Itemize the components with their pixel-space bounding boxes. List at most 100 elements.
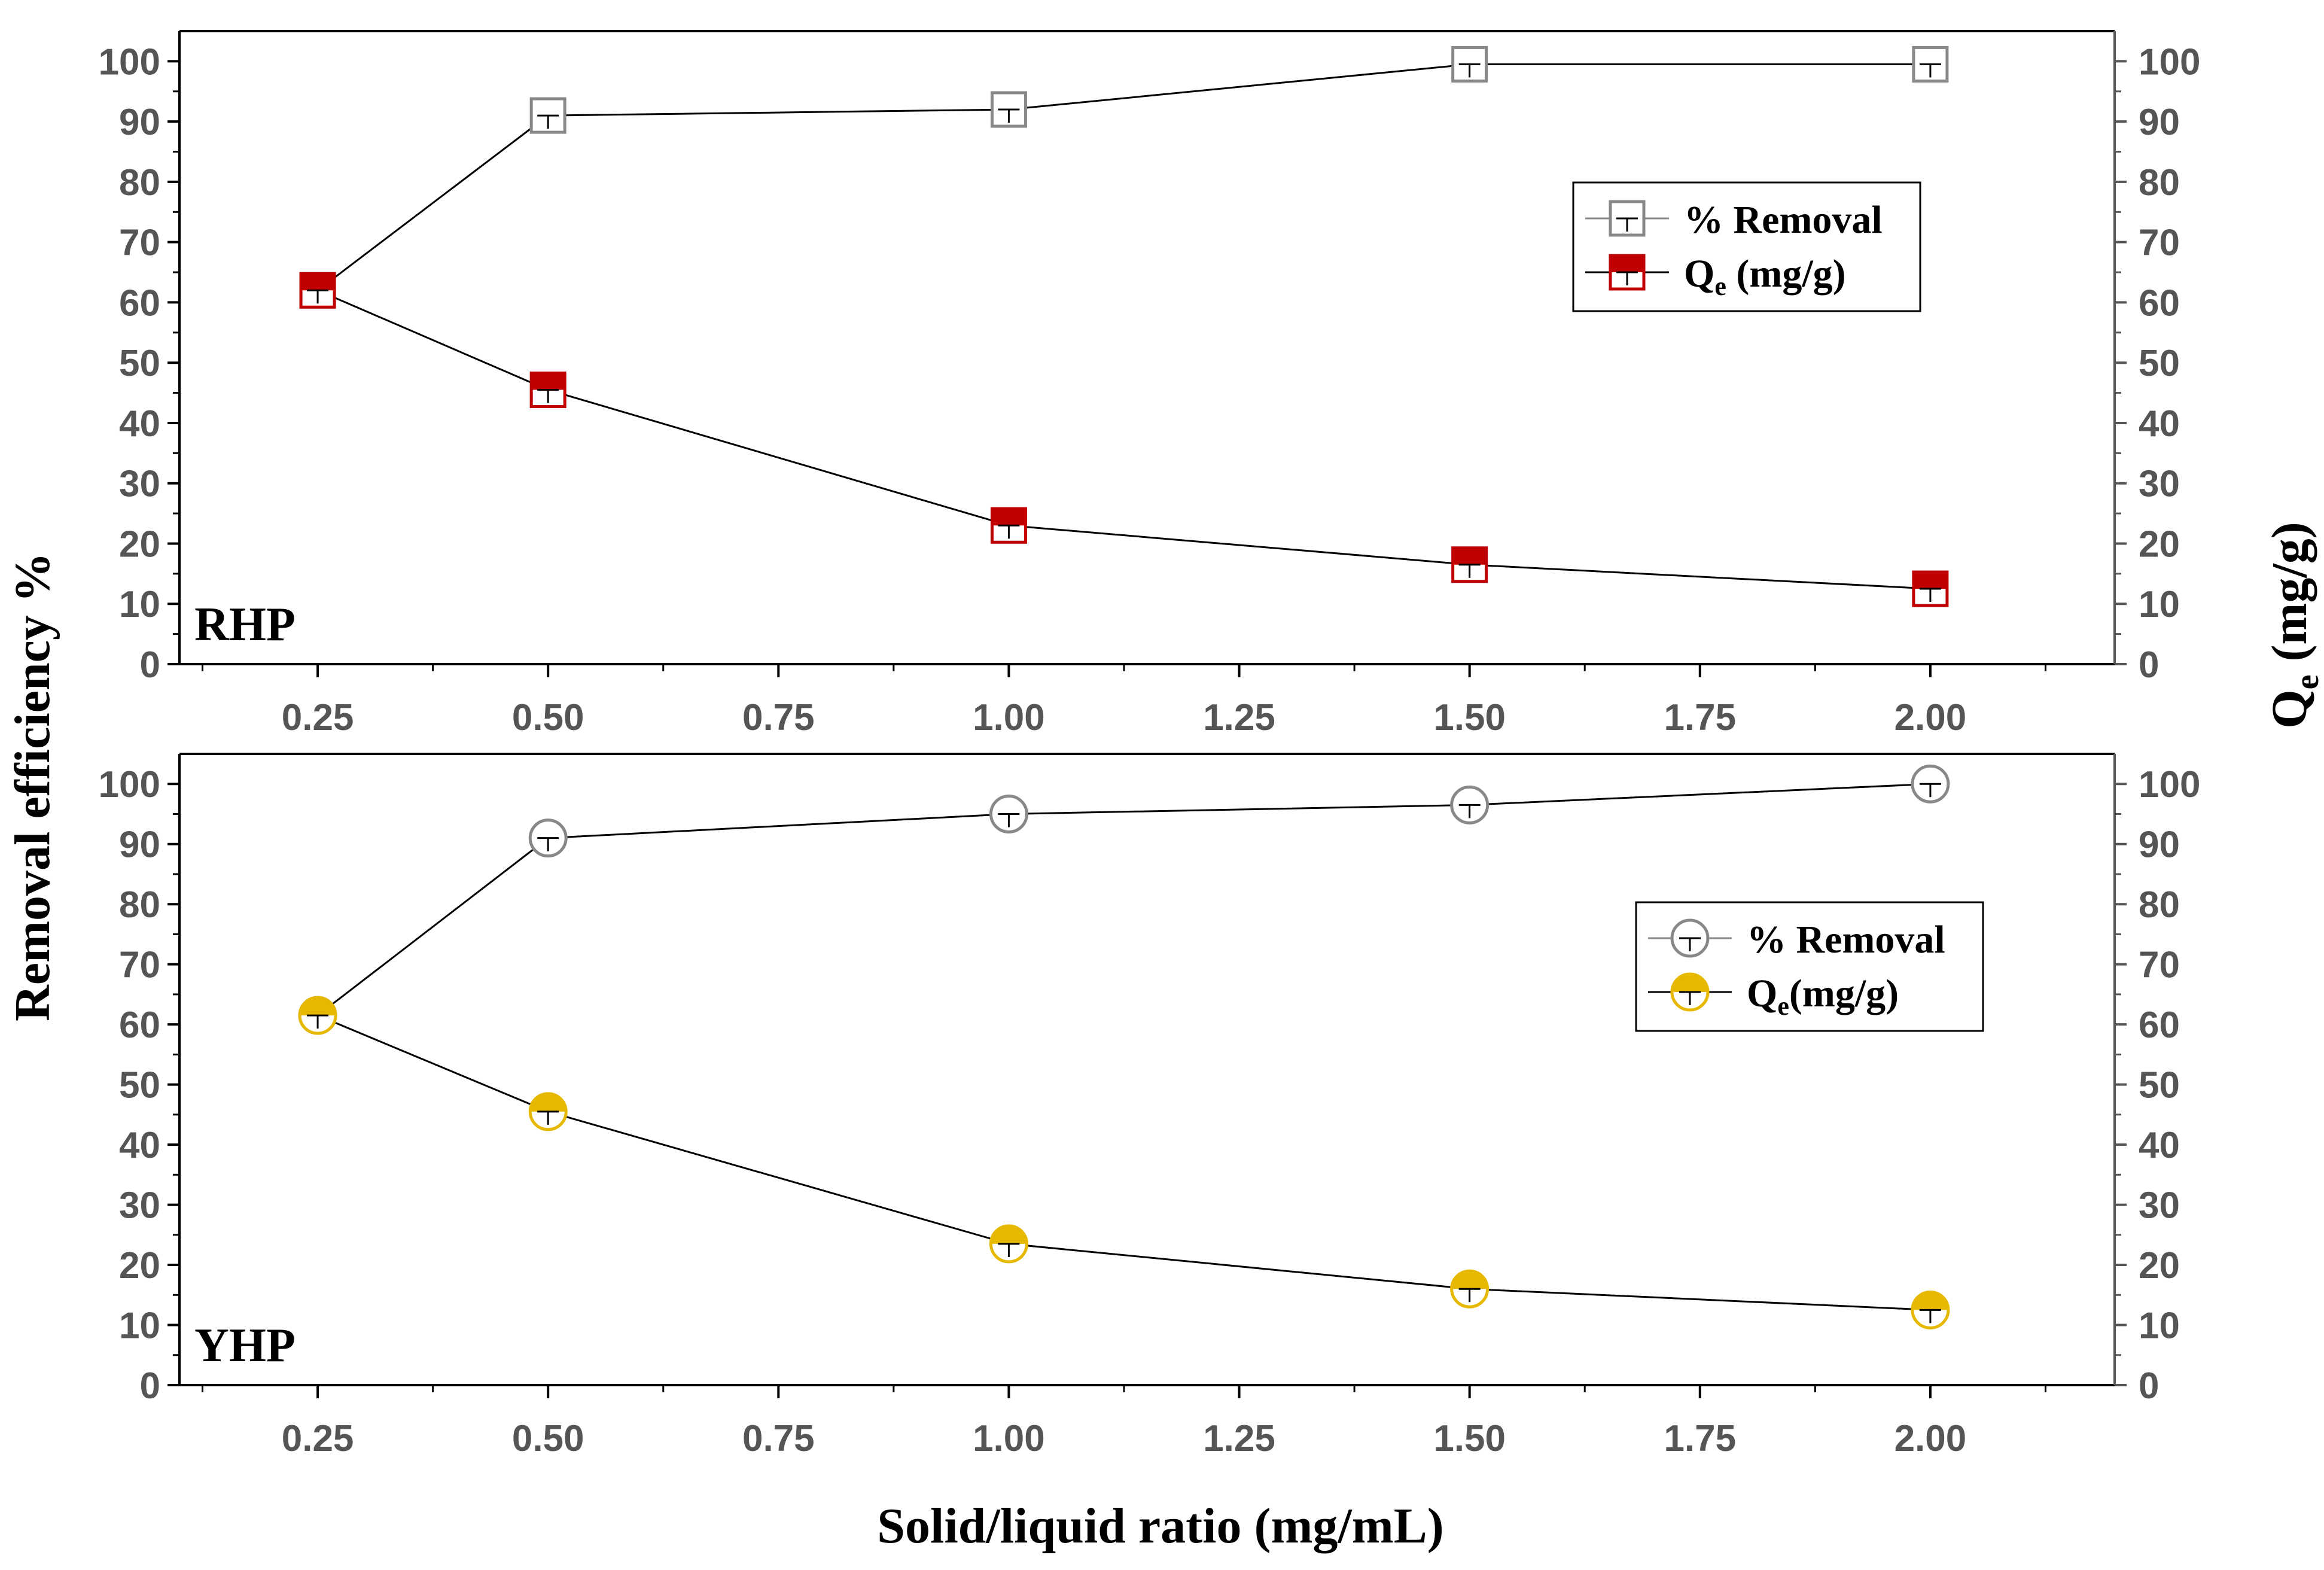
y-tick-label-right: 10 xyxy=(2139,1306,2180,1347)
legend-qe-main: Q xyxy=(1747,972,1777,1015)
removal-data-point xyxy=(529,97,566,134)
x-tick-label: 1.00 xyxy=(973,1418,1045,1459)
y-tick-label-right: 40 xyxy=(2139,1125,2180,1166)
legend-removal-marker xyxy=(1670,918,1710,958)
x-tick-label: 1.75 xyxy=(1664,1418,1736,1459)
legend-removal-label: % Removal xyxy=(1747,918,1945,962)
legend-qe-marker xyxy=(1670,972,1710,1012)
legend-qe-label: Qe (mg/g) xyxy=(1684,252,1846,301)
y-tick-label-left: 60 xyxy=(119,1005,160,1046)
y-axis-label-left: Removal efficiency % xyxy=(5,552,60,1021)
x-tick-label: 1.00 xyxy=(973,697,1045,738)
qe-data-point xyxy=(529,372,566,409)
removal-data-point xyxy=(528,819,568,858)
x-tick-label: 0.50 xyxy=(512,1418,584,1459)
y-tick-label-right: 60 xyxy=(2139,282,2180,324)
removal-data-point xyxy=(1450,785,1490,824)
y-tick-label-left: 80 xyxy=(119,162,160,203)
y-tick-label-left: 0 xyxy=(140,1365,160,1407)
svg-text:Qe(mg/g): Qe (mg/g) xyxy=(2262,522,2324,728)
legend-removal-label: % Removal xyxy=(1684,198,1883,242)
y-axis-label-right-sub: e xyxy=(2289,675,2324,690)
x-tick-label: 2.00 xyxy=(1894,697,1967,738)
panel-label: RHP xyxy=(194,598,296,651)
qe-data-point xyxy=(1912,570,1949,607)
x-tick-label: 0.75 xyxy=(742,697,815,738)
y-tick-label-right: 20 xyxy=(2139,524,2180,565)
x-tick-label: 0.50 xyxy=(512,697,584,738)
y-tick-label-left: 0 xyxy=(140,644,160,686)
legend-qe-marker-fill xyxy=(1672,974,1708,992)
y-axis-label-right-main: Q xyxy=(2262,689,2317,728)
y-tick-label-left: 70 xyxy=(119,223,160,264)
y-tick-label-right: 50 xyxy=(2139,1065,2180,1106)
y-axis-label-right: Qe (mg/g) xyxy=(2262,522,2324,728)
qe-data-point-fill xyxy=(1452,547,1487,565)
x-tick-label: 2.00 xyxy=(1894,1418,1967,1459)
x-tick-label: 0.25 xyxy=(282,1418,354,1459)
legend-removal-marker xyxy=(1609,200,1646,237)
y-tick-label-right: 80 xyxy=(2139,884,2180,926)
y-tick-label-right: 20 xyxy=(2139,1245,2180,1286)
y-tick-label-left: 20 xyxy=(119,1245,160,1286)
qe-data-point-fill xyxy=(1913,572,1947,589)
y-tick-label-right: 70 xyxy=(2139,223,2180,264)
y-tick-label-right: 90 xyxy=(2139,824,2180,866)
removal-data-point xyxy=(990,91,1027,128)
removal-data-point xyxy=(989,794,1028,833)
y-tick-label-left: 90 xyxy=(119,102,160,143)
removal-data-point xyxy=(1912,45,1949,83)
qe-data-point xyxy=(1450,1269,1490,1309)
legend-qe-main: Q xyxy=(1684,252,1714,296)
y-axis-label-right-unit: (mg/g) xyxy=(2262,522,2317,661)
qe-data-point-fill xyxy=(1912,1292,1948,1310)
y-tick-label-left: 10 xyxy=(119,584,160,625)
y-tick-label-right: 0 xyxy=(2139,644,2159,686)
legend-qe-sub: e xyxy=(1777,991,1789,1021)
y-tick-label-left: 60 xyxy=(119,282,160,324)
y-tick-label-left: 100 xyxy=(99,764,160,805)
qe-data-point-fill xyxy=(992,509,1026,526)
removal-data-point xyxy=(1911,764,1950,804)
y-tick-label-left: 90 xyxy=(119,824,160,866)
x-tick-label: 0.25 xyxy=(282,697,354,738)
legend-qe-sub: e xyxy=(1714,272,1726,301)
qe-data-point-fill xyxy=(300,997,336,1016)
y-tick-label-left: 30 xyxy=(119,1185,160,1227)
legend-qe-unit: (mg/g) xyxy=(1789,972,1899,1015)
qe-data-point xyxy=(298,996,337,1035)
y-tick-label-left: 30 xyxy=(119,464,160,505)
y-tick-label-right: 60 xyxy=(2139,1005,2180,1046)
x-tick-label: 0.75 xyxy=(742,1418,815,1459)
y-tick-label-right: 30 xyxy=(2139,464,2180,505)
qe-data-point xyxy=(1911,1290,1950,1329)
qe-data-point xyxy=(528,1092,568,1131)
y-tick-label-left: 20 xyxy=(119,524,160,565)
removal-data-point xyxy=(1451,45,1488,83)
y-tick-label-right: 30 xyxy=(2139,1185,2180,1227)
legend-qe-unit: (mg/g) xyxy=(1726,252,1846,296)
qe-data-point xyxy=(299,272,336,309)
qe-data-point-fill xyxy=(991,1225,1027,1244)
qe-data-point xyxy=(990,507,1027,544)
y-tick-label-left: 50 xyxy=(119,343,160,384)
legend-qe-marker xyxy=(1609,254,1646,291)
y-tick-label-right: 70 xyxy=(2139,945,2180,986)
qe-data-point-fill xyxy=(531,373,565,390)
qe-data-point xyxy=(1451,546,1488,583)
panel-rhp: 0 0 10 10 20 20 30 30 40 40 50 50 60 60 70 70 80 80 90 90 10… xyxy=(99,30,2200,738)
y-tick-label-left: 50 xyxy=(119,1065,160,1106)
y-tick-label-left: 40 xyxy=(119,403,160,445)
legend-qe-marker-fill xyxy=(1610,255,1644,272)
qe-data-point xyxy=(989,1224,1028,1264)
x-tick-label: 1.50 xyxy=(1433,697,1506,738)
x-tick-label: 1.25 xyxy=(1203,1418,1275,1459)
y-tick-label-left: 70 xyxy=(119,945,160,986)
qe-data-point-fill xyxy=(301,273,335,291)
qe-data-point-fill xyxy=(530,1093,566,1112)
y-tick-label-right: 10 xyxy=(2139,584,2180,625)
x-tick-label: 1.75 xyxy=(1664,697,1736,738)
y-tick-label-right: 100 xyxy=(2139,41,2200,83)
